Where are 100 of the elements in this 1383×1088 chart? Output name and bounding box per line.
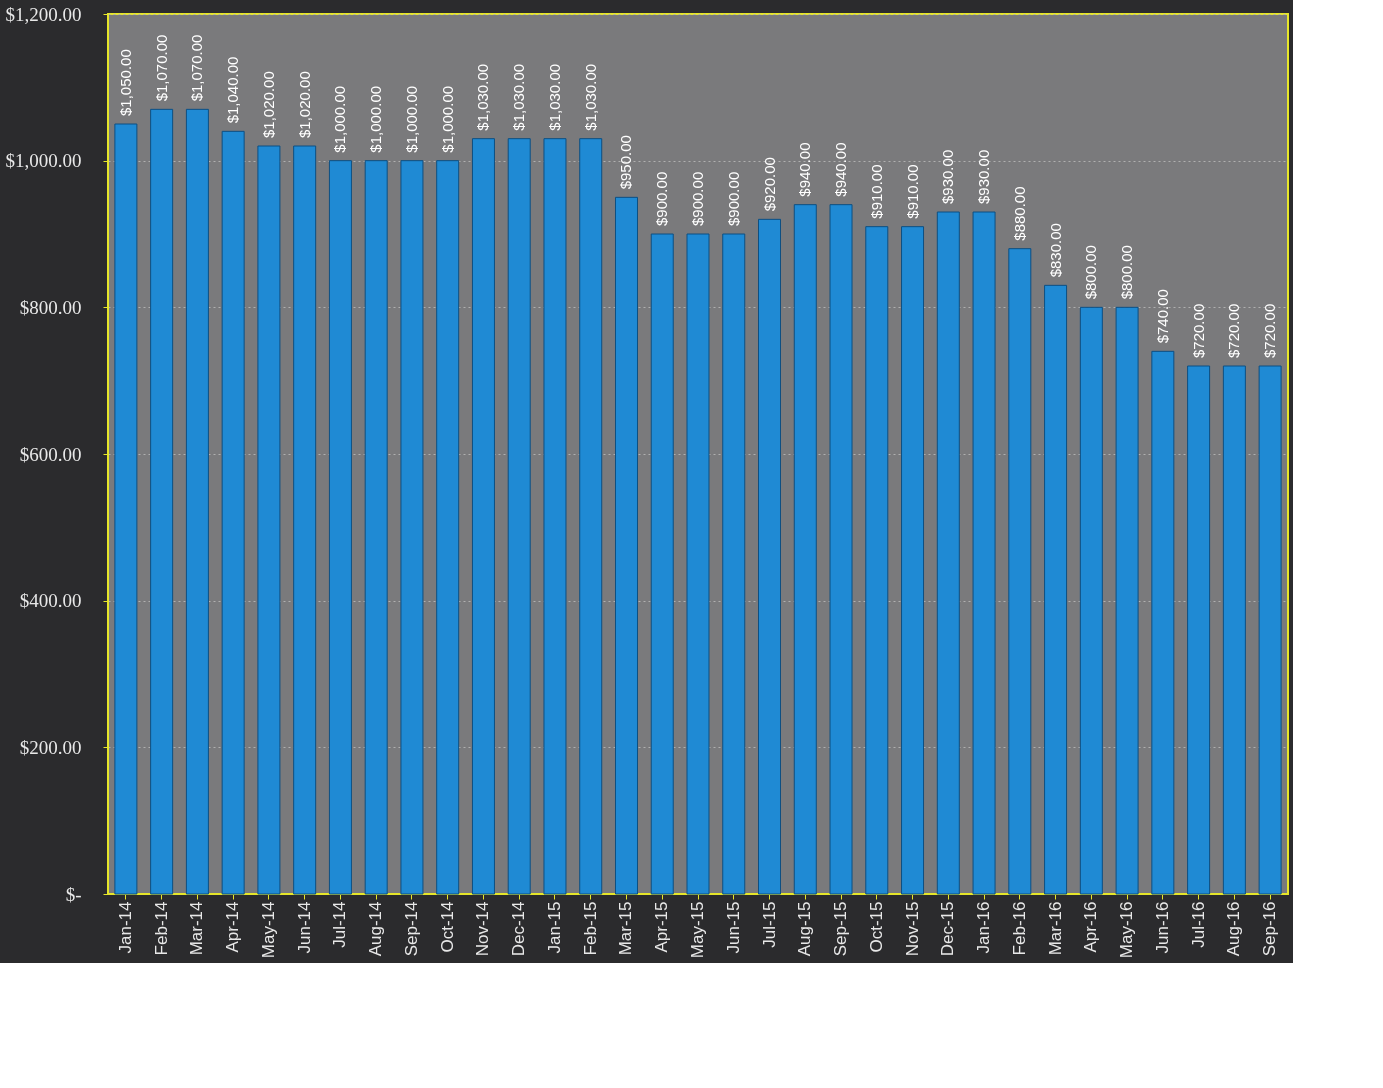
data-label: $740.00 <box>1153 289 1171 344</box>
bar <box>829 204 853 895</box>
bar <box>185 108 209 895</box>
bar <box>972 211 996 895</box>
x-tick-label: Feb-16 <box>1009 901 1029 956</box>
y-tick-label: $400.00 <box>19 590 82 612</box>
bar <box>650 233 674 895</box>
data-label: $800.00 <box>1118 245 1136 300</box>
y-tick-label: $800.00 <box>19 296 82 318</box>
x-tick-label: Jun-14 <box>294 901 314 954</box>
x-tick-label: Sep-14 <box>401 901 421 957</box>
bar <box>1258 365 1282 895</box>
data-label: $900.00 <box>689 171 706 226</box>
x-tick-label: Apr-16 <box>1081 901 1101 953</box>
x-tick-label: Apr-15 <box>652 901 672 953</box>
data-label: $940.00 <box>796 142 814 197</box>
y-tick-label: $1,000.00 <box>5 150 82 172</box>
x-tick-label: Nov-15 <box>902 901 922 957</box>
x-tick-label: Oct-15 <box>866 901 886 953</box>
x-tick-label: Mar-15 <box>616 901 636 956</box>
bar <box>400 160 424 895</box>
data-label: $930.00 <box>975 149 993 204</box>
x-tick-label: Apr-14 <box>223 901 243 953</box>
y-tick-label: $200.00 <box>19 736 82 758</box>
x-tick-label: Sep-16 <box>1260 901 1280 957</box>
data-label: $1,000.00 <box>331 85 349 153</box>
y-tick-label: $1,200.00 <box>5 3 82 25</box>
data-label: $900.00 <box>653 171 671 226</box>
data-label: $1,020.00 <box>295 71 313 138</box>
x-tick-label: Oct-14 <box>437 901 457 953</box>
data-label: $920.00 <box>760 157 778 212</box>
data-label: $1,050.00 <box>116 49 134 116</box>
data-label: $1,030.00 <box>510 63 528 131</box>
x-tick-label: Mar-14 <box>187 901 207 956</box>
y-tick-label: $- <box>65 883 82 905</box>
bar <box>507 138 531 895</box>
x-tick-label: Dec-15 <box>938 901 958 957</box>
data-label: $910.00 <box>903 164 921 219</box>
data-label: $1,000.00 <box>438 85 456 153</box>
bar <box>114 123 138 895</box>
x-tick-label: Jun-15 <box>723 901 743 954</box>
bar <box>436 160 460 895</box>
bar <box>543 138 567 895</box>
y-tick-label: $600.00 <box>19 443 82 465</box>
data-label: $720.00 <box>1225 303 1243 358</box>
bar <box>1044 284 1068 895</box>
x-tick-label: Feb-14 <box>151 901 171 956</box>
bar <box>1222 365 1246 895</box>
x-tick-label: Aug-15 <box>795 901 815 957</box>
bar <box>686 233 710 895</box>
x-tick-label: Jul-14 <box>330 901 350 948</box>
data-label: $1,000.00 <box>367 85 385 153</box>
data-label: $1,030.00 <box>581 63 599 131</box>
data-label: $1,070.00 <box>152 34 170 102</box>
x-tick-label: Feb-15 <box>580 901 600 956</box>
data-label: $1,040.00 <box>224 56 242 124</box>
data-label: $900.00 <box>724 171 742 226</box>
bar <box>328 160 352 895</box>
x-tick-label: Aug-16 <box>1224 901 1244 957</box>
bar <box>1187 365 1211 895</box>
x-tick-label: May-16 <box>1117 901 1137 959</box>
data-label: $720.00 <box>1261 303 1279 358</box>
bar <box>1008 248 1032 895</box>
data-label: $950.00 <box>617 135 635 190</box>
data-label: $1,020.00 <box>259 71 277 138</box>
x-tick-label: Jun-16 <box>1152 901 1172 954</box>
data-label: $940.00 <box>832 142 850 197</box>
bar <box>722 233 746 895</box>
data-label: $880.00 <box>1010 186 1028 241</box>
x-tick-label: Aug-14 <box>366 901 386 957</box>
bar <box>1151 350 1175 895</box>
data-label: $1,030.00 <box>474 63 492 131</box>
bar <box>579 138 603 895</box>
x-tick-label: Jul-16 <box>1188 901 1208 948</box>
data-label: $910.00 <box>867 164 885 219</box>
data-label: $1,000.00 <box>402 85 420 153</box>
data-label: $830.00 <box>1046 223 1064 278</box>
bar <box>865 226 889 895</box>
bar <box>364 160 388 895</box>
x-tick-label: Jan-15 <box>544 901 564 954</box>
bar <box>614 196 638 895</box>
x-tick-label: Nov-14 <box>473 901 493 957</box>
x-tick-label: May-14 <box>258 901 278 959</box>
data-label: $930.00 <box>939 149 957 204</box>
bar <box>793 204 817 895</box>
x-tick-label: Sep-15 <box>831 901 851 957</box>
bar <box>1115 306 1139 895</box>
bar <box>1079 306 1103 895</box>
x-tick-label: Dec-14 <box>509 901 529 957</box>
bar <box>257 145 281 895</box>
data-label: $1,070.00 <box>188 34 206 102</box>
x-tick-label: Jul-15 <box>759 901 779 948</box>
bar <box>758 218 782 895</box>
bar <box>150 108 174 895</box>
bar <box>293 145 317 895</box>
x-tick-label: Jan-16 <box>974 901 994 954</box>
bar <box>901 226 925 895</box>
bar <box>471 138 495 895</box>
x-tick-label: May-15 <box>688 901 707 959</box>
data-label: $1,030.00 <box>545 63 563 131</box>
